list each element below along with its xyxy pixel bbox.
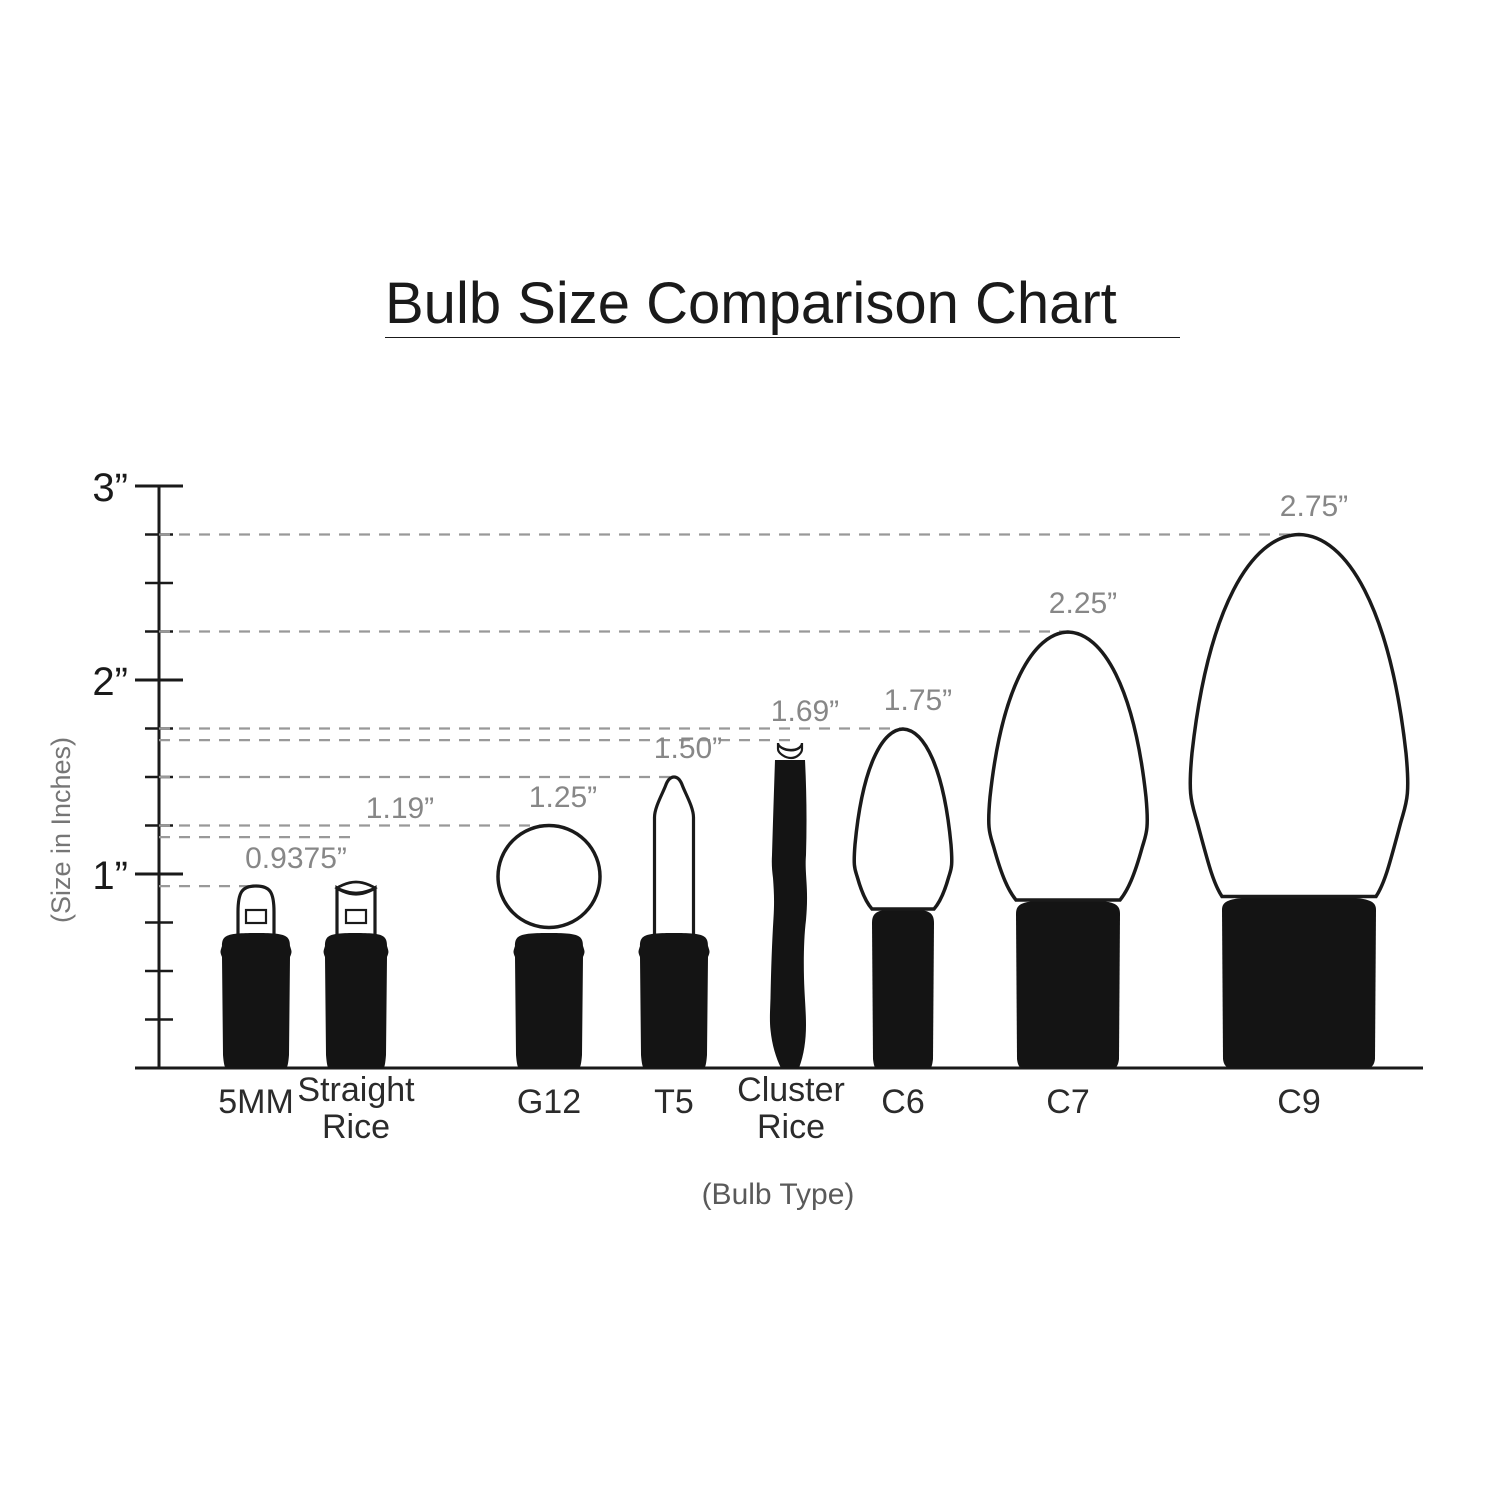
svg-text:C6: C6 [881,1083,924,1121]
svg-text:2.75”: 2.75” [1280,490,1348,523]
svg-text:1”: 1” [92,854,128,898]
svg-text:3”: 3” [92,466,128,510]
svg-text:(Bulb Type): (Bulb Type) [702,1178,855,1211]
svg-text:1.19”: 1.19” [366,792,434,825]
svg-text:2.25”: 2.25” [1049,587,1117,620]
svg-text:1.25”: 1.25” [529,781,597,814]
svg-text:2”: 2” [92,660,128,704]
svg-text:G12: G12 [517,1083,581,1121]
svg-text:Rice: Rice [757,1108,825,1146]
svg-text:Cluster: Cluster [737,1071,845,1109]
svg-text:T5: T5 [654,1083,694,1121]
svg-text:1.69”: 1.69” [771,695,839,728]
svg-text:(Size in Inches): (Size in Inches) [46,737,76,923]
svg-text:0.9375”: 0.9375” [245,842,347,875]
svg-text:1.75”: 1.75” [884,684,952,717]
svg-text:Rice: Rice [322,1108,390,1146]
svg-text:5MM: 5MM [218,1083,294,1121]
svg-text:C9: C9 [1277,1083,1320,1121]
svg-text:C7: C7 [1046,1083,1089,1121]
svg-text:Straight: Straight [297,1071,415,1109]
svg-text:1.50”: 1.50” [654,732,722,765]
